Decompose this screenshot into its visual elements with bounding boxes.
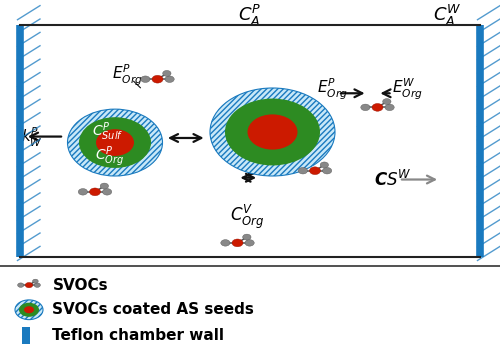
- Circle shape: [382, 99, 391, 105]
- Circle shape: [100, 183, 108, 189]
- Text: SVOCs coated AS seeds: SVOCs coated AS seeds: [52, 302, 254, 317]
- Text: $\boldsymbol{E_{Org}^P}$: $\boldsymbol{E_{Org}^P}$: [112, 63, 143, 88]
- Circle shape: [96, 129, 134, 156]
- Circle shape: [361, 104, 370, 111]
- Text: $\boldsymbol{C_{Sulf}^P}$: $\boldsymbol{C_{Sulf}^P}$: [92, 121, 123, 143]
- Text: $\boldsymbol{C_A^W}$: $\boldsymbol{C_A^W}$: [433, 3, 462, 29]
- Circle shape: [19, 303, 39, 317]
- Circle shape: [310, 167, 320, 175]
- Circle shape: [248, 114, 298, 150]
- Text: $\boldsymbol{C_{Sulf}^P}$: $\boldsymbol{C_{Sulf}^P}$: [92, 121, 123, 143]
- Circle shape: [32, 279, 38, 283]
- Circle shape: [18, 283, 24, 287]
- Circle shape: [78, 189, 88, 195]
- Circle shape: [68, 109, 162, 176]
- Circle shape: [141, 76, 150, 82]
- Circle shape: [221, 240, 230, 246]
- Circle shape: [102, 189, 112, 195]
- Circle shape: [232, 239, 243, 247]
- Circle shape: [320, 162, 328, 168]
- Circle shape: [152, 75, 163, 83]
- Circle shape: [24, 306, 34, 313]
- Circle shape: [225, 99, 320, 165]
- Text: $\boldsymbol{k_W^P}$: $\boldsymbol{k_W^P}$: [20, 126, 42, 149]
- Circle shape: [245, 240, 254, 246]
- Text: $\boldsymbol{C_{Org}^P}$: $\boldsymbol{C_{Org}^P}$: [96, 144, 124, 169]
- Circle shape: [322, 168, 332, 174]
- Text: $\boldsymbol{C_{Org}^V}$: $\boldsymbol{C_{Org}^V}$: [230, 202, 264, 231]
- Circle shape: [385, 104, 394, 111]
- Circle shape: [210, 88, 335, 176]
- Text: $\boldsymbol{CS^P}$: $\boldsymbol{CS^P}$: [294, 136, 326, 156]
- Circle shape: [25, 282, 33, 288]
- Circle shape: [90, 188, 101, 196]
- Circle shape: [372, 103, 383, 111]
- Circle shape: [79, 117, 151, 168]
- Circle shape: [165, 76, 174, 82]
- Circle shape: [162, 70, 171, 76]
- Circle shape: [298, 168, 308, 174]
- Text: Teflon chamber wall: Teflon chamber wall: [52, 328, 224, 343]
- Circle shape: [34, 283, 40, 287]
- Text: $\boldsymbol{E_{Org}^P}$: $\boldsymbol{E_{Org}^P}$: [317, 77, 348, 102]
- Bar: [22, 327, 30, 344]
- Text: SVOCs: SVOCs: [52, 278, 108, 293]
- Text: $\boldsymbol{C_{Org}^P}$: $\boldsymbol{C_{Org}^P}$: [96, 144, 124, 169]
- Text: $\boldsymbol{E_{Org}^W}$: $\boldsymbol{E_{Org}^W}$: [392, 77, 423, 102]
- Text: $\boldsymbol{CS^W}$: $\boldsymbol{CS^W}$: [374, 169, 412, 190]
- Text: $\boldsymbol{C_A^P}$: $\boldsymbol{C_A^P}$: [238, 3, 262, 29]
- Circle shape: [242, 234, 251, 240]
- Circle shape: [15, 300, 43, 320]
